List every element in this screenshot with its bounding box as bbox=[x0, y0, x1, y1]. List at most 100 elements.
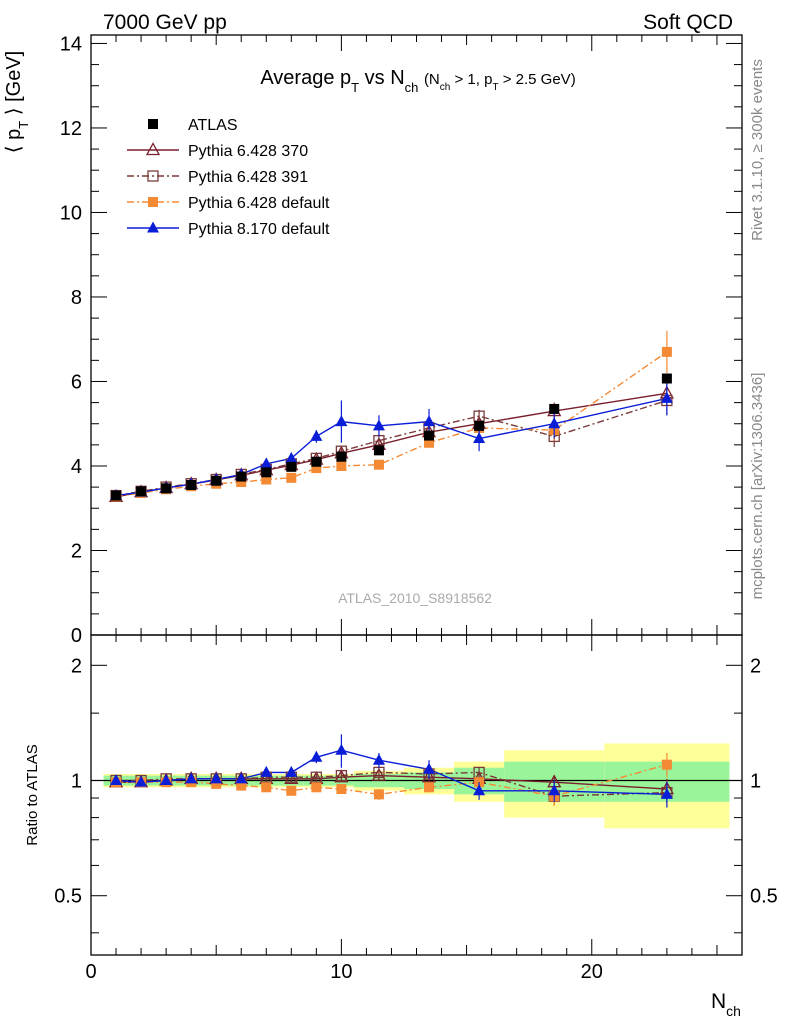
series-line bbox=[115, 399, 668, 497]
mcplots-label: mcplots.cern.ch [arXiv:1306.3436] bbox=[749, 373, 766, 600]
ratio-y-axis-label: Ratio to ATLAS bbox=[24, 744, 41, 845]
ratio-point bbox=[210, 772, 223, 784]
uncertainty-bands bbox=[103, 743, 730, 829]
x-axis-label: Nch bbox=[711, 990, 741, 1019]
plot-title: Average pT vs Nch (Nch > 1, pT > 2.5 GeV… bbox=[260, 67, 575, 95]
data-point bbox=[285, 451, 298, 463]
legend-marker bbox=[145, 142, 161, 156]
x-tick-label: 20 bbox=[581, 961, 603, 983]
series-lines bbox=[115, 351, 668, 797]
ratio-point bbox=[185, 772, 198, 784]
ratio-point bbox=[334, 769, 349, 783]
main-y-axis-label: ⟨ pT ⟩ [GeV] bbox=[3, 51, 31, 154]
ratio-point bbox=[372, 753, 385, 765]
legend-entry: Pythia 6.428 370 bbox=[127, 142, 308, 160]
ratio-y-tick-label-right: 0.5 bbox=[750, 886, 778, 908]
atlas-data-point bbox=[474, 420, 485, 431]
data-point bbox=[286, 472, 297, 483]
data-point bbox=[236, 477, 247, 488]
data-point bbox=[548, 417, 561, 429]
ratio-point bbox=[660, 787, 673, 799]
atlas-data-point bbox=[549, 403, 560, 414]
ratio-y-tick-label-right: 2 bbox=[750, 655, 761, 677]
y-tick-label: 6 bbox=[71, 371, 82, 393]
atlas-data-point bbox=[211, 475, 222, 486]
atlas-data-point bbox=[161, 483, 172, 494]
legend-marker bbox=[147, 221, 159, 233]
ratio-point bbox=[235, 772, 248, 784]
legend-entry: Pythia 6.428 default bbox=[127, 195, 330, 212]
atlas-data-point bbox=[311, 456, 322, 467]
ratio-point bbox=[284, 770, 299, 785]
ratio-point bbox=[110, 774, 123, 786]
data-point bbox=[424, 437, 435, 448]
atlas-data-point bbox=[111, 490, 122, 501]
ratio-point bbox=[473, 784, 486, 796]
legend-entry: Pythia 6.428 391 bbox=[127, 169, 308, 186]
legend-entry: ATLAS bbox=[148, 117, 238, 134]
atlas-data-point bbox=[186, 480, 197, 490]
legend-marker bbox=[148, 119, 158, 129]
ratio-point bbox=[286, 785, 297, 796]
ratio-point bbox=[261, 782, 272, 793]
y-tick-label: 0 bbox=[71, 625, 82, 647]
ratio-point bbox=[260, 765, 273, 777]
series-line bbox=[115, 397, 668, 497]
ratio-point bbox=[285, 765, 298, 777]
y-tick-label: 4 bbox=[71, 456, 82, 478]
ratio-y-tick-label-right: 1 bbox=[750, 771, 761, 793]
legend-label: Pythia 8.170 default bbox=[188, 221, 330, 238]
data-point bbox=[260, 457, 273, 469]
data-point bbox=[423, 415, 436, 427]
x-tick-label: 0 bbox=[85, 961, 96, 983]
series-markers bbox=[108, 330, 674, 808]
atlas-data-point bbox=[661, 373, 672, 384]
ratio-point bbox=[310, 750, 323, 762]
data-point bbox=[473, 432, 486, 444]
ratio-point bbox=[311, 782, 322, 793]
legend-label: ATLAS bbox=[188, 117, 238, 134]
data-point bbox=[311, 463, 322, 474]
atlas-data-point bbox=[373, 445, 384, 456]
analysis-watermark: ATLAS_2010_S8918562 bbox=[338, 590, 492, 606]
data-point bbox=[660, 391, 673, 403]
y-tick-label: 8 bbox=[71, 287, 82, 309]
header-left: 7000 GeV pp bbox=[103, 11, 227, 34]
ratio-point bbox=[423, 762, 436, 774]
ratio-point bbox=[335, 769, 348, 782]
ratio-y-tick-label: 0.5 bbox=[54, 886, 82, 908]
ratio-point bbox=[310, 771, 322, 783]
data-point bbox=[661, 346, 672, 357]
atlas-data-point bbox=[136, 486, 147, 497]
legend-label: Pythia 6.428 391 bbox=[188, 169, 308, 186]
atlas-data-point bbox=[336, 451, 347, 462]
data-point bbox=[310, 429, 323, 441]
ratio-point bbox=[236, 780, 247, 791]
y-tick-label: 2 bbox=[71, 540, 82, 562]
x-tick-label: 10 bbox=[330, 961, 352, 983]
data-point bbox=[335, 415, 348, 427]
legend: ATLAS Pythia 6.428 370 Pythia 6.428 391 Pyt… bbox=[127, 117, 330, 238]
ratio-point bbox=[421, 769, 437, 783]
legend-label: Pythia 6.428 default bbox=[188, 195, 330, 212]
y-tick-label: 14 bbox=[60, 33, 82, 55]
data-point bbox=[336, 460, 347, 471]
data-point bbox=[261, 474, 272, 485]
y-tick-label: 12 bbox=[60, 118, 82, 140]
ratio-point bbox=[135, 775, 148, 787]
atlas-data-point bbox=[261, 467, 272, 478]
ratio-point bbox=[336, 784, 347, 795]
ratio-point bbox=[548, 784, 561, 796]
ratio-point bbox=[211, 778, 222, 789]
atlas-data-point bbox=[286, 461, 297, 472]
ratio-y-tick-label: 2 bbox=[71, 655, 82, 677]
legend-marker bbox=[148, 197, 158, 207]
ratio-point bbox=[335, 743, 348, 755]
ratio-y-tick-label: 1 bbox=[71, 771, 82, 793]
atlas-data-point bbox=[424, 430, 435, 441]
atlas-data-point bbox=[236, 471, 247, 482]
legend-marker bbox=[147, 170, 159, 182]
ratio-point bbox=[661, 759, 672, 770]
ratio-point bbox=[373, 789, 384, 800]
